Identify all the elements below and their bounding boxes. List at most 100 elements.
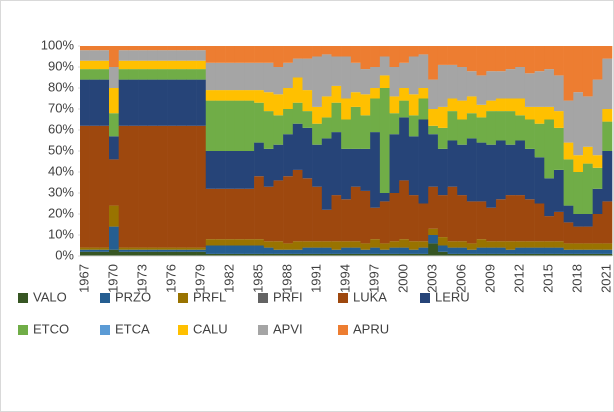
bar-segment <box>602 46 613 59</box>
bar-segment <box>602 121 613 151</box>
bar-segment <box>360 249 371 254</box>
bar-segment <box>515 247 526 254</box>
bar-segment <box>157 79 168 126</box>
bar-segment <box>437 195 448 238</box>
bar-segment <box>138 50 149 61</box>
bar-segment <box>186 251 197 256</box>
bar-segment <box>157 249 168 252</box>
y-tick-label: 30% <box>48 184 74 199</box>
bar-segment <box>486 253 497 256</box>
bar-segment <box>292 123 303 170</box>
bar-segment <box>428 46 439 80</box>
bar-segment <box>495 199 506 242</box>
bar-segment <box>215 62 226 91</box>
bar-segment <box>466 253 477 256</box>
legend-swatch <box>100 325 110 335</box>
bar-segment <box>602 151 613 202</box>
bar-segment <box>167 69 178 80</box>
bar-segment <box>80 69 90 80</box>
bar-segment <box>350 106 361 149</box>
bar-segment <box>592 249 603 254</box>
bar-segment <box>273 67 284 95</box>
bar-segment <box>515 253 526 256</box>
bar-segment <box>466 243 477 250</box>
bar-segment <box>447 140 458 187</box>
bar-segment <box>602 253 613 256</box>
bar-segment <box>476 142 487 202</box>
bar-segment <box>205 151 216 189</box>
bar-segment <box>563 222 574 244</box>
legend-label: PRZO <box>115 289 151 304</box>
bar-segment <box>109 113 119 137</box>
bar-segment <box>515 46 526 67</box>
bar-segment <box>437 237 448 246</box>
x-tick-label: 1976 <box>163 264 178 293</box>
bar-segment <box>176 46 187 51</box>
bar-segment <box>350 148 361 187</box>
bar-segment <box>573 172 584 214</box>
bar-segment <box>99 79 110 126</box>
bar-segment <box>553 127 564 170</box>
x-tick-label: 1967 <box>76 264 91 293</box>
bar-segment <box>592 167 603 189</box>
bar-segment <box>399 88 410 101</box>
bar-segment <box>215 239 226 246</box>
bar-segment <box>147 69 158 80</box>
bar-segment <box>138 60 149 70</box>
bar-segment <box>302 46 313 59</box>
bar-segment <box>186 249 197 252</box>
legend-label: LERU <box>435 289 470 304</box>
x-tick-label: 2012 <box>512 264 527 293</box>
bar-segment <box>157 46 168 51</box>
bar-segment <box>234 151 245 189</box>
y-tick-label: 50% <box>48 142 74 157</box>
bar-segment <box>350 186 361 242</box>
bar-segment <box>437 64 448 107</box>
bar-segment <box>312 253 323 256</box>
bar-segment <box>389 134 400 193</box>
bar-segment <box>225 151 236 189</box>
bar-segment <box>89 79 100 126</box>
bar-segment <box>341 199 352 242</box>
bar-segment <box>89 46 100 51</box>
bar-segment <box>553 46 564 76</box>
legend-label: PRFL <box>193 289 226 304</box>
bar-segment <box>89 125 100 248</box>
bar-segment <box>263 148 274 187</box>
bar-segment <box>89 69 100 80</box>
bar-segment <box>573 226 584 244</box>
bar-segment <box>370 46 381 67</box>
bar-segment <box>437 106 448 128</box>
bar-segment <box>399 253 410 256</box>
bar-segment <box>466 46 477 72</box>
bar-segment <box>341 247 352 254</box>
bar-segment <box>292 169 303 242</box>
bar-segment <box>225 46 236 63</box>
bar-segment <box>495 247 506 254</box>
bar-segment <box>128 46 139 51</box>
x-tick-label: 1991 <box>308 264 323 293</box>
bar-segment <box>553 111 564 128</box>
bar-segment <box>553 211 564 242</box>
bar-segment <box>99 247 110 250</box>
bar-segment <box>544 46 555 70</box>
bar-segment <box>302 253 313 256</box>
bar-segment <box>263 92 274 112</box>
bar-segment <box>109 46 119 67</box>
bar-segment <box>360 46 371 70</box>
bar-segment <box>563 205 574 223</box>
bar-segment <box>553 253 564 256</box>
bar-segment <box>582 163 593 214</box>
bar-segment <box>437 127 448 149</box>
bar-segment <box>283 253 294 256</box>
bar-segment <box>80 46 90 51</box>
bar-segment <box>553 247 564 254</box>
bar-segment <box>515 241 526 248</box>
bar-segment <box>176 247 187 250</box>
bar-segment <box>486 46 497 72</box>
legend-swatch <box>420 293 430 303</box>
bar-segment <box>109 67 119 88</box>
bar-segment <box>138 79 149 126</box>
bar-segment <box>457 195 468 242</box>
